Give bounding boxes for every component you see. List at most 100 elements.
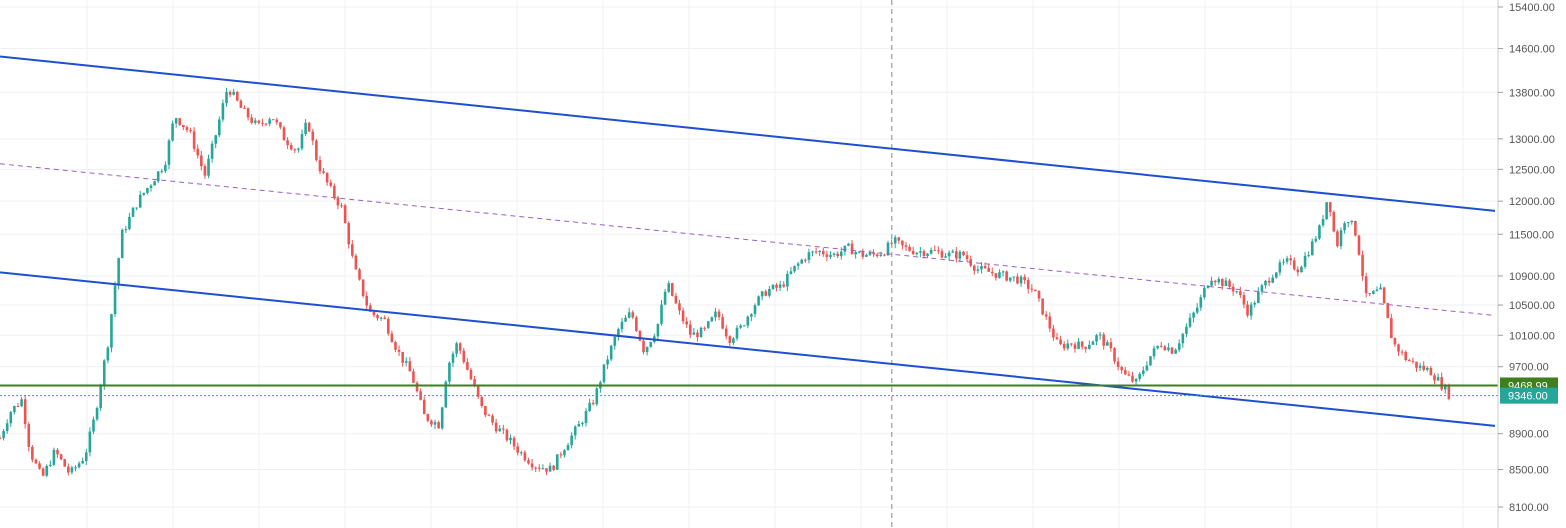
candle-down [1113,348,1116,362]
candle-down [674,295,678,304]
candle-down [1228,280,1231,287]
candle-down [1170,347,1174,354]
candle-down [390,333,394,343]
candle-down [850,243,854,255]
candle-up [807,252,811,260]
candle-down [1127,374,1131,376]
candle-down [897,237,901,241]
price-axis[interactable]: 15400.00 14600.00 13800.00 13000.00 12500.00… [1497,0,1566,528]
candle-up [304,122,307,135]
candle-up [232,91,235,95]
candle-down [38,463,41,469]
candle-up [1282,261,1285,263]
candle-up [1156,345,1159,349]
candle-down [901,240,904,246]
price-tag-label: 9346.00 [1508,391,1548,403]
candle-up [174,118,178,124]
candle-down [1292,260,1296,270]
candle-up [1195,307,1199,313]
candle-down [1052,328,1055,338]
candle-up [1260,285,1264,292]
candle-up [1436,377,1440,381]
axis-tick-label: 8500.00 [1509,464,1549,476]
candle-down [764,291,768,296]
candle-down [1030,288,1034,290]
candle-up [839,251,843,257]
candle-up [1134,378,1138,382]
candle-up [951,251,955,253]
candle-up [771,284,775,290]
candle-up [146,188,149,193]
candle-up [570,435,573,446]
candle-down [1400,351,1404,353]
candle-down [286,140,289,146]
candle-down [537,467,541,469]
candle-down [638,330,642,341]
price-axis-background [1498,0,1566,528]
candle-up [577,424,581,427]
candle-up [207,158,210,176]
candle-up [976,269,980,271]
candle-up [1264,280,1267,286]
candle-down [642,340,645,353]
candle-down [318,160,322,172]
candle-down [484,406,487,416]
candle-up [253,120,257,123]
candle-down [351,244,354,256]
candle-down [1034,289,1037,292]
candle-down [724,328,728,337]
candle-down [685,321,688,325]
candle-down [243,107,246,109]
candle-down [814,251,818,253]
candle-down [401,351,404,363]
candle-down [473,379,476,387]
candle-down [365,295,369,306]
candle-up [1185,326,1188,334]
candle-down [545,468,548,472]
candle-down [1239,291,1242,296]
candle-up [135,207,138,209]
candle-down [502,428,505,430]
candle-up [81,460,84,464]
candle-up [1174,349,1177,354]
candle-down [271,119,275,121]
candle-down [721,317,724,329]
candle-down [1440,377,1443,390]
candle-up [1217,279,1221,283]
candle-down [1005,271,1008,281]
candle-up [739,325,742,328]
candle-up [1145,365,1149,371]
candle-up [699,327,703,338]
candle-down [1120,366,1124,371]
candle-down [972,265,976,271]
candle-up [149,185,153,189]
candle-down [386,318,390,334]
candle-down [34,459,38,464]
axis-tick-label: 9700.00 [1509,362,1549,374]
candle-down [412,371,415,383]
candle-up [919,251,922,253]
candle-down [1048,316,1052,329]
candle-down [1023,276,1026,281]
candle-up [768,289,771,296]
candle-down [955,251,958,259]
candle-up [1152,348,1156,357]
candle-down [703,327,706,329]
candle-up [656,323,660,337]
channel-lower-line[interactable] [0,271,1496,427]
candle-down [279,122,282,128]
candle-down [56,449,59,455]
candle-down [369,305,372,312]
candle-up [451,353,455,363]
candle-up [1008,277,1012,281]
candle-down [275,119,279,123]
candle-down [1109,342,1113,349]
candle-down [1242,295,1246,305]
channel-upper-line[interactable] [0,55,1496,212]
candle-down [1415,361,1418,368]
candle-down [1354,221,1357,236]
candle-down [67,466,70,473]
candle-down [23,399,27,425]
